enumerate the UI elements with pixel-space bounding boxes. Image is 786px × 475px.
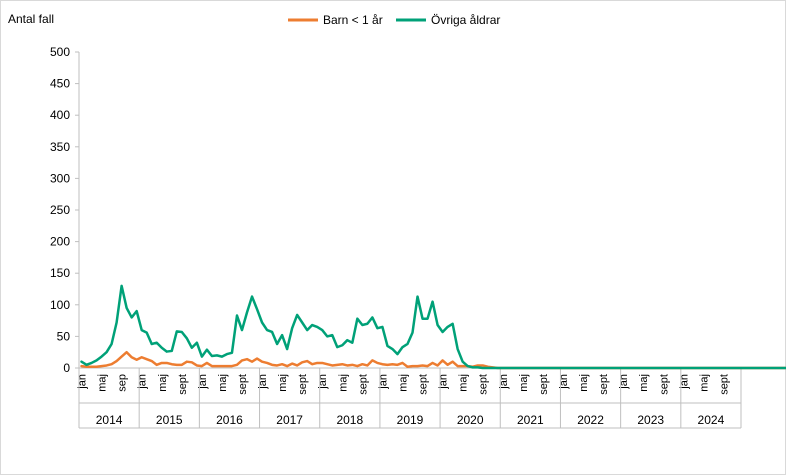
y-tick-label: 350 [50, 140, 70, 154]
x-month-label: maj [518, 374, 530, 392]
y-tick-label: 400 [50, 108, 70, 122]
x-axis: jan maj sep jan maj sept jan maj sept jan maj sept j… [77, 367, 742, 429]
x-year-label: 2024 [698, 413, 725, 427]
x-month-label: sept [177, 374, 189, 395]
y-tick-label: 250 [50, 203, 70, 217]
x-month-label: maj [698, 374, 710, 392]
plot-area [80, 284, 786, 370]
x-month-label: jan [77, 374, 89, 390]
x-month-label: jan [197, 374, 209, 390]
y-tick-label: 500 [50, 45, 70, 59]
series-line-barn [80, 350, 786, 370]
x-month-label: sept [237, 374, 249, 395]
x-year-label: 2023 [637, 413, 664, 427]
x-month-label: maj [458, 374, 470, 392]
x-month-label: jan [678, 374, 690, 390]
x-year-label: 2014 [96, 413, 123, 427]
x-month-label: sept [418, 374, 430, 395]
x-month-label: sept [718, 374, 730, 395]
x-month-label: jan [498, 374, 510, 390]
x-month-label: jan [377, 374, 389, 390]
x-month-label: jan [137, 374, 149, 390]
y-tick-label: 200 [50, 235, 70, 249]
x-year-label: 2018 [336, 413, 363, 427]
x-year-label: 2021 [517, 413, 544, 427]
legend: Barn < 1 år Övriga åldrar [288, 13, 500, 27]
x-month-label: jan [257, 374, 269, 390]
x-year-label: 2017 [276, 413, 303, 427]
x-month-label: jan [317, 374, 329, 390]
x-month-label: jan [618, 374, 630, 390]
y-tick-label: 50 [57, 329, 71, 343]
x-month-label: jan [558, 374, 570, 390]
y-tick-label: 150 [50, 266, 70, 280]
x-month-label: maj [337, 374, 349, 392]
y-tick-label: 100 [50, 298, 70, 312]
legend-label-ovriga: Övriga åldrar [431, 13, 500, 27]
x-month-label: jan [438, 374, 450, 390]
y-axis-title: Antal fall [8, 12, 54, 26]
y-tick-label: 0 [63, 361, 70, 375]
x-year-label: 2016 [216, 413, 243, 427]
y-tick-label: 450 [50, 77, 70, 91]
x-month-label: maj [397, 374, 409, 392]
x-year-label: 2019 [397, 413, 424, 427]
y-axis: 0 50 100 150 200 250 300 350 400 450 500 [50, 45, 80, 375]
x-month-label: sept [598, 374, 610, 395]
x-month-label: maj [638, 374, 650, 392]
x-month-label: sept [357, 374, 369, 395]
x-month-label: sept [658, 374, 670, 395]
x-month-label: sept [538, 374, 550, 395]
x-month-label: maj [157, 374, 169, 392]
series-line-ovriga [80, 284, 786, 370]
x-year-label: 2020 [457, 413, 484, 427]
x-month-label: maj [578, 374, 590, 392]
x-month-label: maj [277, 374, 289, 392]
x-month-label: maj [217, 374, 229, 392]
x-month-label: sep [117, 374, 129, 392]
x-year-label: 2015 [156, 413, 183, 427]
x-month-label: maj [97, 374, 109, 392]
x-year-label: 2022 [577, 413, 604, 427]
legend-label-barn: Barn < 1 år [323, 13, 383, 27]
y-tick-label: 300 [50, 171, 70, 185]
x-month-label: sept [297, 374, 309, 395]
x-month-label: sept [478, 374, 490, 395]
